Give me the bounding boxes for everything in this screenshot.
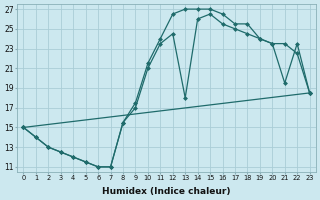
X-axis label: Humidex (Indice chaleur): Humidex (Indice chaleur) (102, 187, 231, 196)
